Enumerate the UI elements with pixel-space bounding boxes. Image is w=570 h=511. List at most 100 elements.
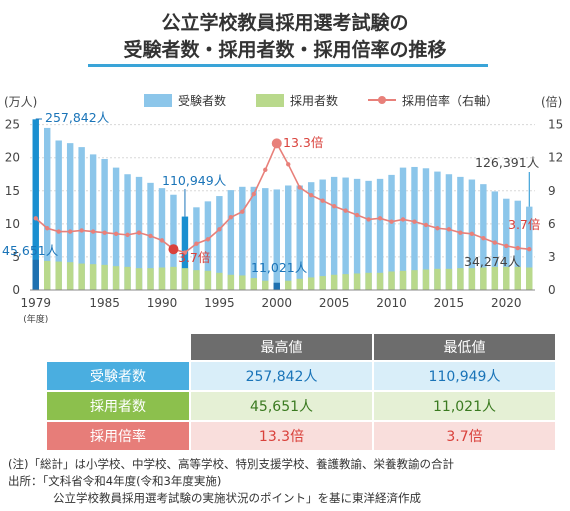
y-tick-label-left: 15 (5, 184, 20, 198)
ratio-point (515, 245, 520, 251)
bar-hires (307, 277, 315, 290)
bar-hires (457, 268, 464, 290)
ratio-point (271, 138, 282, 149)
y-tick-label-right: 15 (548, 118, 563, 132)
ratio-point (331, 204, 337, 209)
annotation-max-applicants: 257,842人 (45, 110, 110, 125)
ratio-point (286, 162, 291, 167)
x-tick-label: 1979 (20, 296, 51, 310)
legend-swatch-hires (256, 94, 284, 107)
bar-applicants (285, 185, 292, 290)
bar-hires (239, 275, 246, 290)
bar-applicants (399, 167, 407, 290)
footnote-line: (注)「総計」は小学校、中学校、高等学校、特別支援学校、養護教諭、栄養教諭の合計 (8, 457, 454, 471)
x-tick-label: 2020 (491, 296, 522, 310)
ratio-point (90, 229, 96, 234)
y-tick-label-left: 10 (5, 217, 20, 231)
bar-applicants (388, 174, 395, 290)
bar-applicants (330, 176, 338, 290)
summary-table: 最高値 最低値 受験者数 257,842人 110,949人 採用者数 45,6… (45, 332, 557, 452)
summary-min-value: 3.7倍 (374, 422, 555, 450)
bar-applicants (239, 186, 246, 290)
x-tick-label: 2010 (376, 296, 407, 310)
bar-hires (434, 268, 441, 290)
bar-applicants (32, 119, 39, 290)
bar-hires (193, 270, 200, 290)
ratio-point (400, 217, 406, 222)
annotation-min-ratio: 3.7倍 (178, 250, 210, 265)
bar-applicants (273, 189, 280, 290)
bar-applicants (342, 177, 349, 290)
legend-swatch-ratio-dot (378, 96, 386, 104)
summary-row-label: 採用倍率 (47, 422, 190, 450)
ratio-point (458, 230, 463, 235)
ratio-point (240, 209, 245, 214)
source-line: 出所：「文科省令和4年度(令和3年度実施) (8, 474, 222, 488)
bar-applicants (78, 147, 85, 290)
summary-header-row: 最高値 最低値 (47, 334, 555, 360)
annotation-min-hires: 11,021人 (251, 260, 308, 275)
summary-header-blank (47, 334, 189, 360)
annotation-latest-applicants: 126,391人 (475, 155, 540, 170)
bar-hires (445, 268, 453, 290)
bar-applicants (170, 194, 177, 290)
y-tick-label-left: 0 (12, 283, 20, 297)
ratio-point (159, 238, 165, 243)
bar-hires (342, 274, 349, 290)
bar-hires (353, 273, 361, 290)
ratio-point (56, 229, 61, 234)
ratio-point (251, 191, 257, 197)
bar-applicants (227, 190, 235, 290)
ratio-point (492, 240, 498, 245)
bar-hires (273, 282, 280, 290)
bar-applicants (307, 182, 315, 290)
bar-hires (422, 269, 430, 290)
x-tick-label: 2005 (319, 296, 350, 310)
bar-applicants (434, 171, 441, 290)
bar-hires (32, 259, 39, 290)
legend-swatch-applicants (144, 94, 172, 107)
ratio-point (228, 215, 234, 220)
summary-row-ratio: 採用倍率 13.3倍 3.7倍 (47, 422, 555, 450)
ratio-point (469, 231, 475, 236)
y-tick-label-left: 5 (12, 250, 20, 264)
bar-hires (250, 278, 258, 290)
bar-hires (89, 264, 97, 290)
footnotes: (注)「総計」は小学校、中学校、高等学校、特別支援学校、養護教諭、栄養教諭の合計… (8, 456, 454, 507)
bar-hires (227, 274, 235, 290)
bar-applicants (376, 178, 384, 290)
bar-hires (503, 266, 510, 290)
bar-hires (78, 263, 85, 290)
bar-hires (170, 266, 177, 290)
bar-hires (158, 267, 166, 290)
ratio-point (136, 230, 142, 235)
y-tick-label-right: 9 (548, 184, 556, 198)
legend-label-applicants: 受験者数 (178, 93, 226, 108)
bar-hires (135, 268, 143, 290)
bar-applicants (112, 167, 120, 290)
ratio-point (33, 216, 38, 221)
bar-hires (55, 261, 62, 290)
summary-max-value: 13.3倍 (191, 422, 372, 450)
bar-hires (480, 267, 487, 290)
x-axis-unit: (年度) (23, 313, 48, 325)
ratio-point (168, 244, 179, 255)
bar-applicants (124, 174, 131, 290)
title-underline (88, 64, 488, 67)
x-tick-label: 2000 (261, 296, 292, 310)
bar-applicants (216, 196, 223, 290)
bar-hires (101, 264, 108, 290)
summary-row-applicants: 受験者数 257,842人 110,949人 (47, 362, 555, 390)
ratio-point (389, 219, 394, 224)
bar-applicants (66, 143, 74, 290)
annotation-max-ratio: 13.3倍 (283, 135, 323, 150)
bar-hires (388, 271, 395, 290)
ratio-point (217, 227, 222, 232)
ratio-point (45, 226, 50, 231)
bar-applicants (250, 186, 258, 290)
summary-row-label: 採用者数 (47, 392, 190, 420)
bar-hires (526, 267, 533, 290)
ratio-point (113, 231, 119, 236)
bar-applicants (204, 201, 212, 290)
bar-hires (376, 272, 384, 290)
